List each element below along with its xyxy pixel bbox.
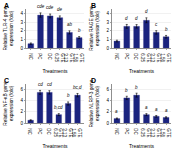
svg-text:0: 0 bbox=[106, 121, 109, 126]
svg-text:de: de bbox=[57, 7, 63, 12]
svg-text:GTE3.13: GTE3.13 bbox=[63, 53, 74, 62]
svg-text:NC: NC bbox=[114, 128, 119, 135]
svg-text:GTE3.13: GTE3.13 bbox=[150, 53, 161, 62]
svg-text:PC: PC bbox=[37, 128, 42, 135]
svg-text:GTE6.25: GTE6.25 bbox=[54, 53, 65, 62]
svg-text:4: 4 bbox=[20, 11, 23, 16]
svg-text:NC: NC bbox=[114, 53, 119, 60]
svg-text:DC: DC bbox=[133, 128, 138, 135]
svg-text:b: b bbox=[125, 88, 128, 93]
svg-text:2: 2 bbox=[20, 28, 23, 33]
svg-text:cde: cde bbox=[37, 4, 45, 9]
svg-text:3: 3 bbox=[106, 20, 109, 25]
svg-text:bc,d: bc,d bbox=[73, 85, 82, 90]
svg-text:a: a bbox=[165, 108, 168, 113]
svg-text:6: 6 bbox=[106, 87, 109, 92]
svg-text:3: 3 bbox=[20, 20, 23, 25]
svg-text:a: a bbox=[155, 107, 158, 112]
svg-text:GTE1.56: GTE1.56 bbox=[71, 128, 82, 137]
svg-text:Relative RAGE geneexpression (: Relative RAGE geneexpression (fold) bbox=[89, 6, 100, 51]
svg-text:4: 4 bbox=[106, 98, 109, 103]
svg-text:0: 0 bbox=[20, 46, 23, 51]
svg-text:Relative TLR-4 geneexpression: Relative TLR-4 geneexpression (fold) bbox=[3, 6, 14, 50]
svg-text:b: b bbox=[135, 85, 138, 90]
svg-text:cd: cd bbox=[38, 82, 43, 87]
svg-text:6: 6 bbox=[20, 87, 23, 92]
svg-text:cd: cd bbox=[47, 82, 52, 87]
svg-text:d: d bbox=[145, 9, 148, 14]
svg-text:D: D bbox=[91, 77, 96, 84]
svg-text:PC: PC bbox=[37, 53, 42, 60]
svg-text:4: 4 bbox=[106, 11, 109, 16]
svg-text:Treatments: Treatments bbox=[42, 143, 68, 149]
svg-text:Treatments: Treatments bbox=[129, 143, 155, 149]
svg-text:1: 1 bbox=[20, 37, 23, 42]
svg-text:NC: NC bbox=[27, 128, 32, 135]
svg-text:0: 0 bbox=[20, 121, 23, 126]
svg-text:GTE3.13: GTE3.13 bbox=[62, 128, 73, 137]
svg-text:Treatments: Treatments bbox=[42, 68, 68, 74]
svg-text:NC: NC bbox=[28, 53, 33, 60]
svg-text:PC: PC bbox=[124, 128, 129, 135]
svg-text:DC: DC bbox=[47, 53, 52, 60]
svg-text:b: b bbox=[165, 27, 168, 32]
svg-text:GTE1.56: GTE1.56 bbox=[73, 53, 84, 62]
svg-text:a: a bbox=[115, 109, 118, 114]
svg-text:b,cd: b,cd bbox=[54, 105, 63, 110]
svg-text:Treatments: Treatments bbox=[129, 68, 155, 74]
svg-text:DC: DC bbox=[46, 128, 51, 135]
svg-text:b: b bbox=[67, 93, 70, 98]
svg-text:d: d bbox=[135, 16, 138, 21]
svg-text:4: 4 bbox=[20, 98, 23, 103]
svg-text:2: 2 bbox=[106, 28, 109, 33]
svg-text:C: C bbox=[4, 77, 9, 84]
svg-text:Relative NF-κB geneexpression: Relative NF-κB geneexpression (fold) bbox=[3, 81, 14, 126]
svg-text:cde: cde bbox=[46, 5, 54, 10]
svg-text:d: d bbox=[125, 16, 128, 21]
svg-text:B: B bbox=[91, 2, 96, 9]
svg-text:b: b bbox=[78, 28, 81, 33]
svg-text:2: 2 bbox=[106, 109, 109, 114]
svg-text:Relative NLRP-3 geneexpression: Relative NLRP-3 geneexpression (fold) bbox=[89, 79, 100, 127]
svg-text:1: 1 bbox=[106, 37, 109, 42]
svg-text:ab: ab bbox=[67, 22, 73, 27]
svg-text:GTE6.25: GTE6.25 bbox=[53, 128, 64, 137]
svg-text:GTE3.13: GTE3.13 bbox=[150, 128, 161, 137]
svg-text:0: 0 bbox=[106, 46, 109, 51]
svg-text:2: 2 bbox=[20, 109, 23, 114]
svg-text:a: a bbox=[145, 105, 148, 110]
svg-text:GTE6.25: GTE6.25 bbox=[140, 53, 151, 62]
svg-text:GTE1.56: GTE1.56 bbox=[160, 128, 171, 137]
svg-text:A: A bbox=[4, 2, 9, 9]
svg-text:PC: PC bbox=[124, 53, 129, 60]
svg-text:GTE6.25: GTE6.25 bbox=[140, 128, 151, 137]
svg-text:GTE1.56: GTE1.56 bbox=[160, 53, 171, 62]
svg-text:DC: DC bbox=[133, 53, 138, 60]
svg-text:c: c bbox=[155, 22, 158, 27]
